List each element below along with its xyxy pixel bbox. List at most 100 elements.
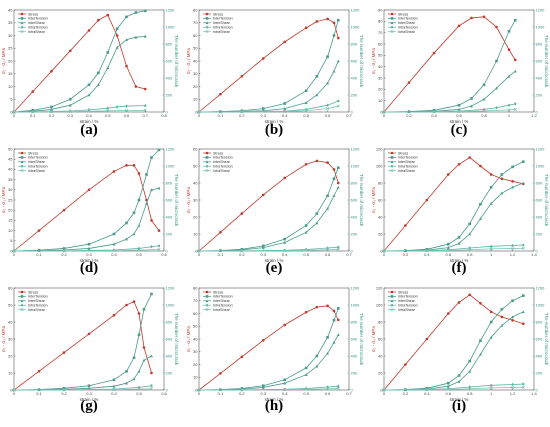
x-tick-label: 1 — [490, 252, 493, 257]
y-tick-label-right: 200 — [536, 370, 543, 375]
data-point — [326, 161, 329, 164]
y-axis-label-right: The number of microcrack — [359, 313, 364, 366]
legend-label: InterShear — [398, 160, 416, 164]
y-tick-label-right: 1000 — [351, 24, 361, 29]
legend-label: InterTension — [28, 156, 48, 160]
data-point — [150, 371, 153, 375]
data-point — [261, 246, 265, 249]
x-axis-label: strain / % — [80, 397, 99, 402]
data-point — [457, 107, 461, 111]
chart-panel-h: 0 0.1 0.2 0.3 0.4 0.5 0.6 0.7010203040506070800… — [186, 285, 364, 414]
y-tick-label-left: 15 — [8, 218, 13, 223]
legend-marker — [205, 308, 209, 312]
y-tick-label-left: 20 — [378, 370, 383, 375]
legend-marker — [20, 290, 24, 294]
data-point — [407, 81, 411, 84]
data-point — [489, 244, 493, 249]
data-point — [336, 36, 340, 40]
data-point — [479, 339, 482, 342]
data-point — [106, 106, 110, 110]
data-point — [336, 318, 340, 322]
x-tick-label: 0 — [13, 113, 16, 118]
series-line-intershear — [198, 334, 339, 391]
data-point — [12, 388, 16, 392]
y-tick-label-left: 30 — [193, 197, 198, 202]
legend: StressInterTensionInterShearIntraTension… — [203, 151, 233, 173]
y-tick-label-right: 600 — [536, 58, 543, 63]
data-point — [68, 110, 72, 114]
data-point — [336, 99, 340, 103]
y-tick-label-left: 40 — [8, 319, 13, 324]
legend-label: InterTension — [213, 17, 233, 21]
data-point — [489, 320, 493, 324]
series-intrashear — [382, 107, 517, 114]
legend-label: IntraTension — [398, 26, 418, 30]
x-tick-label: 0.8 — [481, 113, 487, 118]
y-tick-label-right: 1000 — [351, 302, 361, 307]
y-tick-label-right: 800 — [536, 319, 543, 324]
y-tick-label-right: 400 — [536, 75, 543, 80]
legend-marker — [205, 156, 209, 159]
y-tick-label-right: 1000 — [166, 163, 176, 168]
data-point — [137, 223, 141, 227]
data-point — [470, 104, 473, 108]
data-point — [326, 351, 330, 355]
legend-label: InterTension — [398, 156, 418, 160]
legend-label: IntraTension — [28, 165, 48, 169]
chart-panel-i: 0 0.2 0.4 0.6 0.8 1 1.2 1.402040608010012002004… — [371, 285, 549, 414]
data-point — [283, 107, 287, 110]
legend-label: InterTension — [213, 295, 233, 299]
legend-marker — [390, 17, 394, 20]
y-tick-label-left: 0 — [380, 248, 383, 253]
series-line-intershear — [13, 35, 146, 113]
legend-label: IntraShear — [213, 169, 231, 173]
series-line-intrashear — [198, 387, 339, 391]
data-point — [143, 34, 147, 38]
data-point — [507, 103, 511, 107]
chart-panel-e: 0 0.1 0.2 0.3 0.4 0.5 0.6 0.7010203040506002004… — [186, 146, 364, 276]
legend-marker — [390, 290, 394, 294]
data-point — [468, 293, 472, 297]
data-point — [125, 164, 128, 167]
legend-label: Stress — [398, 12, 408, 16]
chart-panel-b: 0 0.1 0.2 0.3 0.4 0.5 0.6 0.7010203040506070800… — [186, 7, 364, 138]
data-point — [457, 103, 461, 107]
data-point — [87, 246, 91, 250]
data-point — [326, 81, 330, 85]
x-tick-label: 1.2 — [510, 391, 516, 396]
series-line-stress — [13, 164, 160, 252]
y-tick-label-left: 40 — [378, 64, 383, 69]
y-tick-label-left: 40 — [193, 180, 198, 185]
data-point — [150, 188, 153, 192]
series-line-intershear — [383, 70, 516, 113]
y-tick-label-left: 10 — [8, 84, 13, 89]
series-intershear — [382, 181, 525, 253]
x-tick-label: 0.3 — [86, 252, 92, 257]
data-point — [124, 108, 129, 113]
data-point — [336, 307, 340, 310]
data-point — [425, 198, 429, 202]
y-tick-label-left: 0 — [10, 109, 13, 114]
legend-label: IntraTension — [28, 304, 48, 308]
series-intrashear — [197, 247, 340, 253]
y-tick-label-right: 1200 — [166, 146, 176, 151]
data-point — [336, 59, 340, 63]
panel-letter: (c) — [451, 122, 468, 138]
data-point — [142, 346, 146, 349]
x-tick-label: 0.7 — [346, 391, 352, 396]
x-tick-label: 0.2 — [61, 252, 67, 257]
data-point — [332, 168, 336, 171]
chart-panel-a: 0 0.1 0.2 0.3 0.4 0.5 0.6 0.7 0.8051015202530354… — [1, 7, 179, 138]
y-tick-label-left: 20 — [8, 208, 13, 213]
y-tick-label-left: 50 — [193, 46, 198, 51]
data-point — [489, 185, 493, 189]
series-intertension — [197, 166, 340, 253]
data-point — [457, 110, 461, 114]
x-tick-label: 0.1 — [218, 252, 224, 257]
data-point — [478, 352, 482, 356]
data-point — [446, 312, 450, 315]
legend-marker — [390, 12, 394, 16]
x-axis-label: strain / % — [450, 258, 469, 263]
data-point — [315, 75, 319, 78]
data-point — [457, 379, 461, 383]
